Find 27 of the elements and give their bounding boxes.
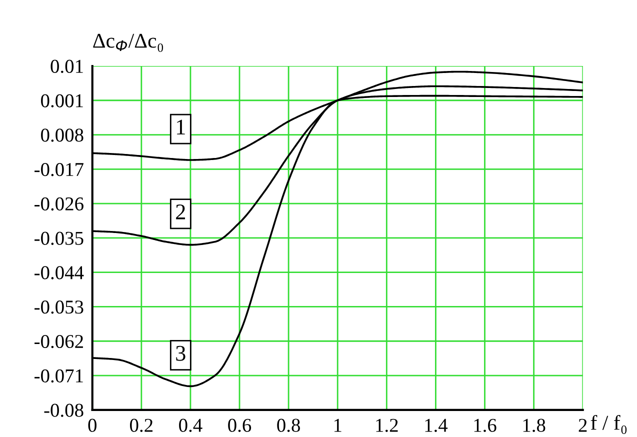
y-axis-title: Δc$_{Ф}$/Δc₀ [93, 34, 164, 52]
x-axis-title: f / f₀ [590, 414, 627, 434]
y-tick-label: -0.017 [34, 162, 84, 176]
y-tick-label: 0.008 [41, 128, 84, 142]
y-tick-label: 0.001 [41, 94, 83, 108]
y-tick-label: -0.044 [34, 266, 84, 280]
x-tick-label: 0.2 [130, 418, 152, 432]
x-tick-label: 0.8 [277, 418, 300, 432]
y-tick-label: -0.062 [34, 334, 83, 348]
y-tick-label: -0.08 [44, 404, 84, 417]
x-tick-label: 1.2 [376, 418, 398, 432]
y-tick-label: 0.01 [50, 60, 83, 74]
y-tick-label: -0.071 [34, 369, 83, 383]
x-tick-label: 0.4 [179, 418, 202, 432]
x-tick-label: 1.6 [474, 418, 496, 432]
x-tick-label: 1 [334, 418, 342, 432]
series-label: 2 [176, 204, 185, 220]
series-label: 1 [177, 120, 185, 134]
x-tick-label: 1.8 [523, 418, 546, 432]
series-label: 3 [176, 346, 186, 361]
x-tick-label: 1.4 [425, 418, 448, 432]
x-tick-label: 0 [88, 418, 96, 432]
y-tick-label: -0.026 [34, 197, 84, 211]
y-tick-label: -0.035 [34, 232, 84, 245]
y-tick-label: -0.053 [34, 300, 84, 314]
x-tick-label: 0.6 [228, 418, 252, 432]
x-tick-label: 2 [578, 418, 587, 432]
